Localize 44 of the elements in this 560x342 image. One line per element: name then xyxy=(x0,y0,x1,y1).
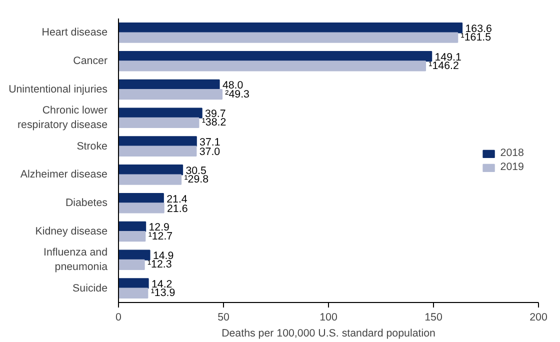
y-tick-label: Heart disease xyxy=(42,26,108,39)
data-label: ¹13.9 xyxy=(150,287,176,300)
x-axis-title: Deaths per 100,000 U.S. standard population xyxy=(222,328,436,340)
data-label: ¹29.8 xyxy=(184,174,209,186)
x-tick-label: 100 xyxy=(320,312,338,324)
bar xyxy=(118,136,197,147)
bar xyxy=(118,117,200,128)
data-label: 21.6 xyxy=(167,202,188,215)
x-tick-label: 0 xyxy=(116,312,122,324)
y-tick-label: Alzheimer disease xyxy=(20,168,108,181)
bar xyxy=(118,89,223,100)
data-label: ¹12.7 xyxy=(148,230,173,242)
bar xyxy=(118,250,150,260)
y-tick-label: Cancer xyxy=(73,55,108,68)
x-tick-label: 200 xyxy=(530,312,548,324)
x-tick-label: 150 xyxy=(424,312,442,324)
bar xyxy=(118,202,164,214)
data-label: ¹38.2 xyxy=(202,116,226,129)
legend-label: 2018 xyxy=(500,147,524,159)
data-label: ¹161.5 xyxy=(460,32,492,44)
bar xyxy=(118,60,426,72)
data-label: 37.0 xyxy=(199,146,220,158)
bar xyxy=(118,231,146,242)
data-label: 37.1 xyxy=(200,136,220,148)
bar xyxy=(118,32,458,43)
bar xyxy=(118,108,202,118)
y-tick-label: Suicide xyxy=(72,282,108,294)
y-tick-label: Chronic lower respiratory disease xyxy=(17,104,108,132)
y-tick-label: Stroke xyxy=(76,140,108,152)
bar xyxy=(118,288,148,298)
data-label: ²49.3 xyxy=(225,88,250,100)
data-label: ¹146.2 xyxy=(428,60,459,72)
y-tick-label: Diabetes xyxy=(65,197,108,210)
bar xyxy=(118,174,182,185)
bar xyxy=(118,259,145,270)
x-tick-label: 50 xyxy=(218,312,230,324)
data-label: ¹12.3 xyxy=(147,258,172,271)
bar xyxy=(118,146,197,156)
bar xyxy=(118,278,149,289)
y-tick-label: Kidney disease xyxy=(35,226,108,238)
data-label: 21.4 xyxy=(166,193,188,206)
y-tick-label: Unintentional injuries xyxy=(8,84,108,96)
y-tick-label: Influenza and pneumonia xyxy=(44,246,108,274)
legend-label: 2019 xyxy=(500,161,524,173)
